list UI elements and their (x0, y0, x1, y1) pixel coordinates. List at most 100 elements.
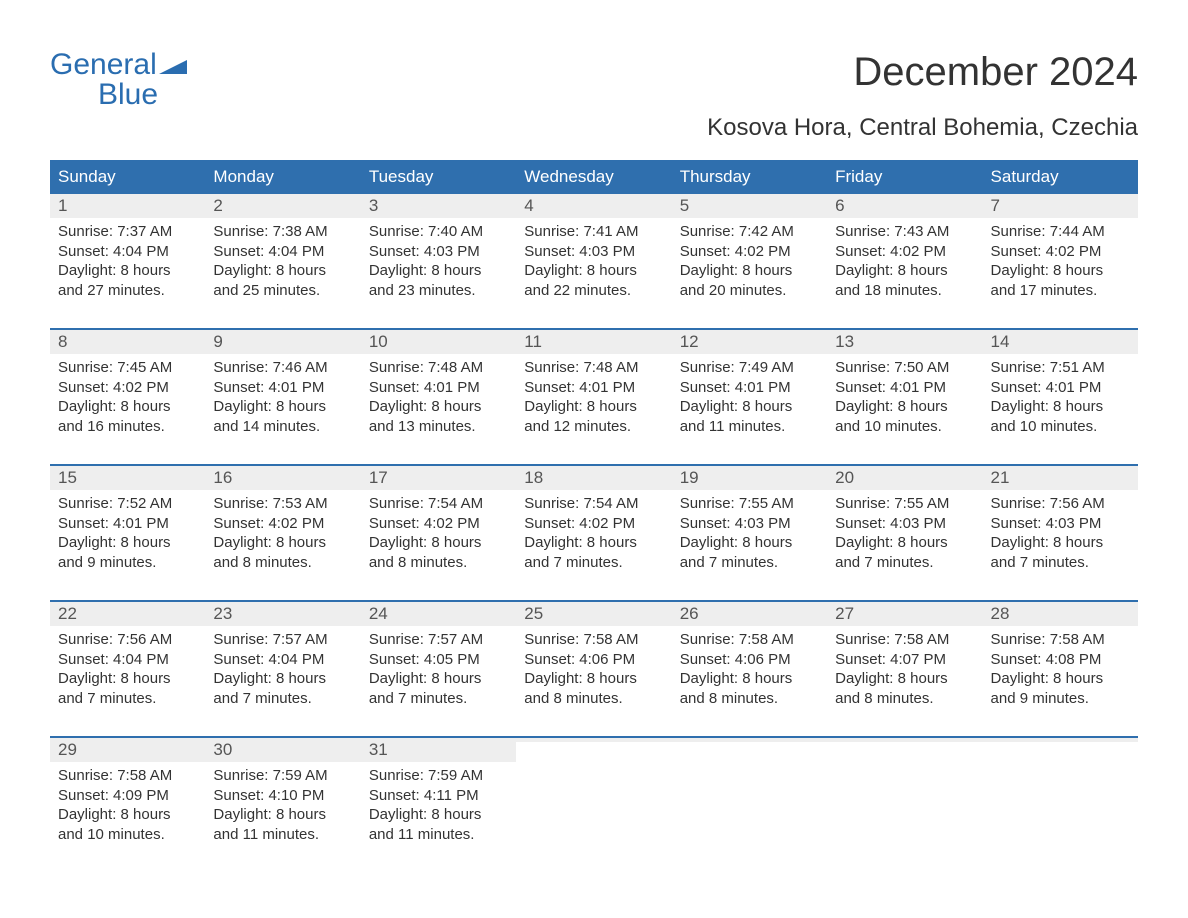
day-day2: and 22 minutes. (524, 281, 663, 301)
calendar-day: 24Sunrise: 7:57 AMSunset: 4:05 PMDayligh… (361, 602, 516, 720)
day-day2: and 8 minutes. (213, 553, 352, 573)
day-day2: and 7 minutes. (369, 689, 508, 709)
day-day1: Daylight: 8 hours (991, 533, 1130, 553)
weekday-header-row: Sunday Monday Tuesday Wednesday Thursday… (50, 160, 1138, 194)
day-body: Sunrise: 7:58 AMSunset: 4:09 PMDaylight:… (50, 762, 205, 852)
day-sunset: Sunset: 4:02 PM (369, 514, 508, 534)
day-number: 29 (50, 738, 205, 762)
day-body: Sunrise: 7:59 AMSunset: 4:11 PMDaylight:… (361, 762, 516, 852)
weekday-header: Thursday (672, 160, 827, 194)
calendar-day: 6Sunrise: 7:43 AMSunset: 4:02 PMDaylight… (827, 194, 982, 312)
day-day1: Daylight: 8 hours (524, 669, 663, 689)
calendar-day: 27Sunrise: 7:58 AMSunset: 4:07 PMDayligh… (827, 602, 982, 720)
day-sunrise: Sunrise: 7:53 AM (213, 494, 352, 514)
calendar-day: 12Sunrise: 7:49 AMSunset: 4:01 PMDayligh… (672, 330, 827, 448)
day-sunset: Sunset: 4:04 PM (58, 650, 197, 670)
weekday-header: Tuesday (361, 160, 516, 194)
calendar-day (983, 738, 1138, 856)
calendar-day: 22Sunrise: 7:56 AMSunset: 4:04 PMDayligh… (50, 602, 205, 720)
day-number: 25 (516, 602, 671, 626)
day-day2: and 27 minutes. (58, 281, 197, 301)
day-day2: and 8 minutes. (680, 689, 819, 709)
day-sunrise: Sunrise: 7:56 AM (991, 494, 1130, 514)
day-body: Sunrise: 7:52 AMSunset: 4:01 PMDaylight:… (50, 490, 205, 580)
day-number: 3 (361, 194, 516, 218)
calendar-day: 29Sunrise: 7:58 AMSunset: 4:09 PMDayligh… (50, 738, 205, 856)
day-sunrise: Sunrise: 7:46 AM (213, 358, 352, 378)
day-sunset: Sunset: 4:10 PM (213, 786, 352, 806)
day-sunrise: Sunrise: 7:38 AM (213, 222, 352, 242)
day-body: Sunrise: 7:54 AMSunset: 4:02 PMDaylight:… (361, 490, 516, 580)
day-body: Sunrise: 7:37 AMSunset: 4:04 PMDaylight:… (50, 218, 205, 308)
calendar-day (672, 738, 827, 856)
day-sunrise: Sunrise: 7:42 AM (680, 222, 819, 242)
day-sunset: Sunset: 4:04 PM (213, 650, 352, 670)
day-number: 16 (205, 466, 360, 490)
day-number: 12 (672, 330, 827, 354)
calendar-day: 10Sunrise: 7:48 AMSunset: 4:01 PMDayligh… (361, 330, 516, 448)
day-day1: Daylight: 8 hours (369, 261, 508, 281)
weekday-header: Monday (205, 160, 360, 194)
day-sunset: Sunset: 4:02 PM (991, 242, 1130, 262)
day-sunset: Sunset: 4:02 PM (524, 514, 663, 534)
day-body: Sunrise: 7:55 AMSunset: 4:03 PMDaylight:… (672, 490, 827, 580)
day-day2: and 10 minutes. (835, 417, 974, 437)
day-body: Sunrise: 7:45 AMSunset: 4:02 PMDaylight:… (50, 354, 205, 444)
day-day1: Daylight: 8 hours (369, 397, 508, 417)
day-body: Sunrise: 7:38 AMSunset: 4:04 PMDaylight:… (205, 218, 360, 308)
day-sunset: Sunset: 4:02 PM (58, 378, 197, 398)
weekday-header: Sunday (50, 160, 205, 194)
day-day1: Daylight: 8 hours (991, 669, 1130, 689)
day-sunset: Sunset: 4:01 PM (369, 378, 508, 398)
calendar-day: 18Sunrise: 7:54 AMSunset: 4:02 PMDayligh… (516, 466, 671, 584)
calendar-day: 7Sunrise: 7:44 AMSunset: 4:02 PMDaylight… (983, 194, 1138, 312)
day-sunrise: Sunrise: 7:59 AM (369, 766, 508, 786)
day-day1: Daylight: 8 hours (680, 397, 819, 417)
day-day2: and 8 minutes. (835, 689, 974, 709)
day-sunset: Sunset: 4:02 PM (213, 514, 352, 534)
day-day1: Daylight: 8 hours (213, 669, 352, 689)
day-body: Sunrise: 7:58 AMSunset: 4:08 PMDaylight:… (983, 626, 1138, 716)
day-sunset: Sunset: 4:03 PM (991, 514, 1130, 534)
day-day1: Daylight: 8 hours (213, 261, 352, 281)
day-sunset: Sunset: 4:03 PM (835, 514, 974, 534)
day-sunset: Sunset: 4:01 PM (58, 514, 197, 534)
day-body: Sunrise: 7:48 AMSunset: 4:01 PMDaylight:… (361, 354, 516, 444)
day-day1: Daylight: 8 hours (680, 533, 819, 553)
day-sunset: Sunset: 4:01 PM (680, 378, 819, 398)
day-number (672, 738, 827, 742)
day-sunrise: Sunrise: 7:56 AM (58, 630, 197, 650)
day-sunset: Sunset: 4:11 PM (369, 786, 508, 806)
day-body: Sunrise: 7:53 AMSunset: 4:02 PMDaylight:… (205, 490, 360, 580)
day-body: Sunrise: 7:54 AMSunset: 4:02 PMDaylight:… (516, 490, 671, 580)
day-day2: and 11 minutes. (213, 825, 352, 845)
day-day2: and 17 minutes. (991, 281, 1130, 301)
week-row: 15Sunrise: 7:52 AMSunset: 4:01 PMDayligh… (50, 464, 1138, 584)
day-number: 31 (361, 738, 516, 762)
calendar-day: 21Sunrise: 7:56 AMSunset: 4:03 PMDayligh… (983, 466, 1138, 584)
day-day2: and 9 minutes. (58, 553, 197, 573)
calendar-day: 20Sunrise: 7:55 AMSunset: 4:03 PMDayligh… (827, 466, 982, 584)
day-number: 7 (983, 194, 1138, 218)
calendar-day: 4Sunrise: 7:41 AMSunset: 4:03 PMDaylight… (516, 194, 671, 312)
day-body: Sunrise: 7:57 AMSunset: 4:05 PMDaylight:… (361, 626, 516, 716)
calendar-day: 19Sunrise: 7:55 AMSunset: 4:03 PMDayligh… (672, 466, 827, 584)
day-sunset: Sunset: 4:01 PM (524, 378, 663, 398)
location-subtitle: Kosova Hora, Central Bohemia, Czechia (50, 114, 1138, 142)
day-sunset: Sunset: 4:04 PM (58, 242, 197, 262)
weekday-header: Friday (827, 160, 982, 194)
day-body: Sunrise: 7:59 AMSunset: 4:10 PMDaylight:… (205, 762, 360, 852)
day-number: 30 (205, 738, 360, 762)
day-body: Sunrise: 7:40 AMSunset: 4:03 PMDaylight:… (361, 218, 516, 308)
day-day2: and 7 minutes. (991, 553, 1130, 573)
day-number: 15 (50, 466, 205, 490)
day-day2: and 11 minutes. (680, 417, 819, 437)
day-day1: Daylight: 8 hours (58, 261, 197, 281)
day-sunset: Sunset: 4:04 PM (213, 242, 352, 262)
page-title: December 2024 (853, 50, 1138, 95)
week-row: 22Sunrise: 7:56 AMSunset: 4:04 PMDayligh… (50, 600, 1138, 720)
day-day2: and 20 minutes. (680, 281, 819, 301)
day-number: 22 (50, 602, 205, 626)
top-bar: General Blue December 2024 (50, 50, 1138, 110)
day-number: 2 (205, 194, 360, 218)
